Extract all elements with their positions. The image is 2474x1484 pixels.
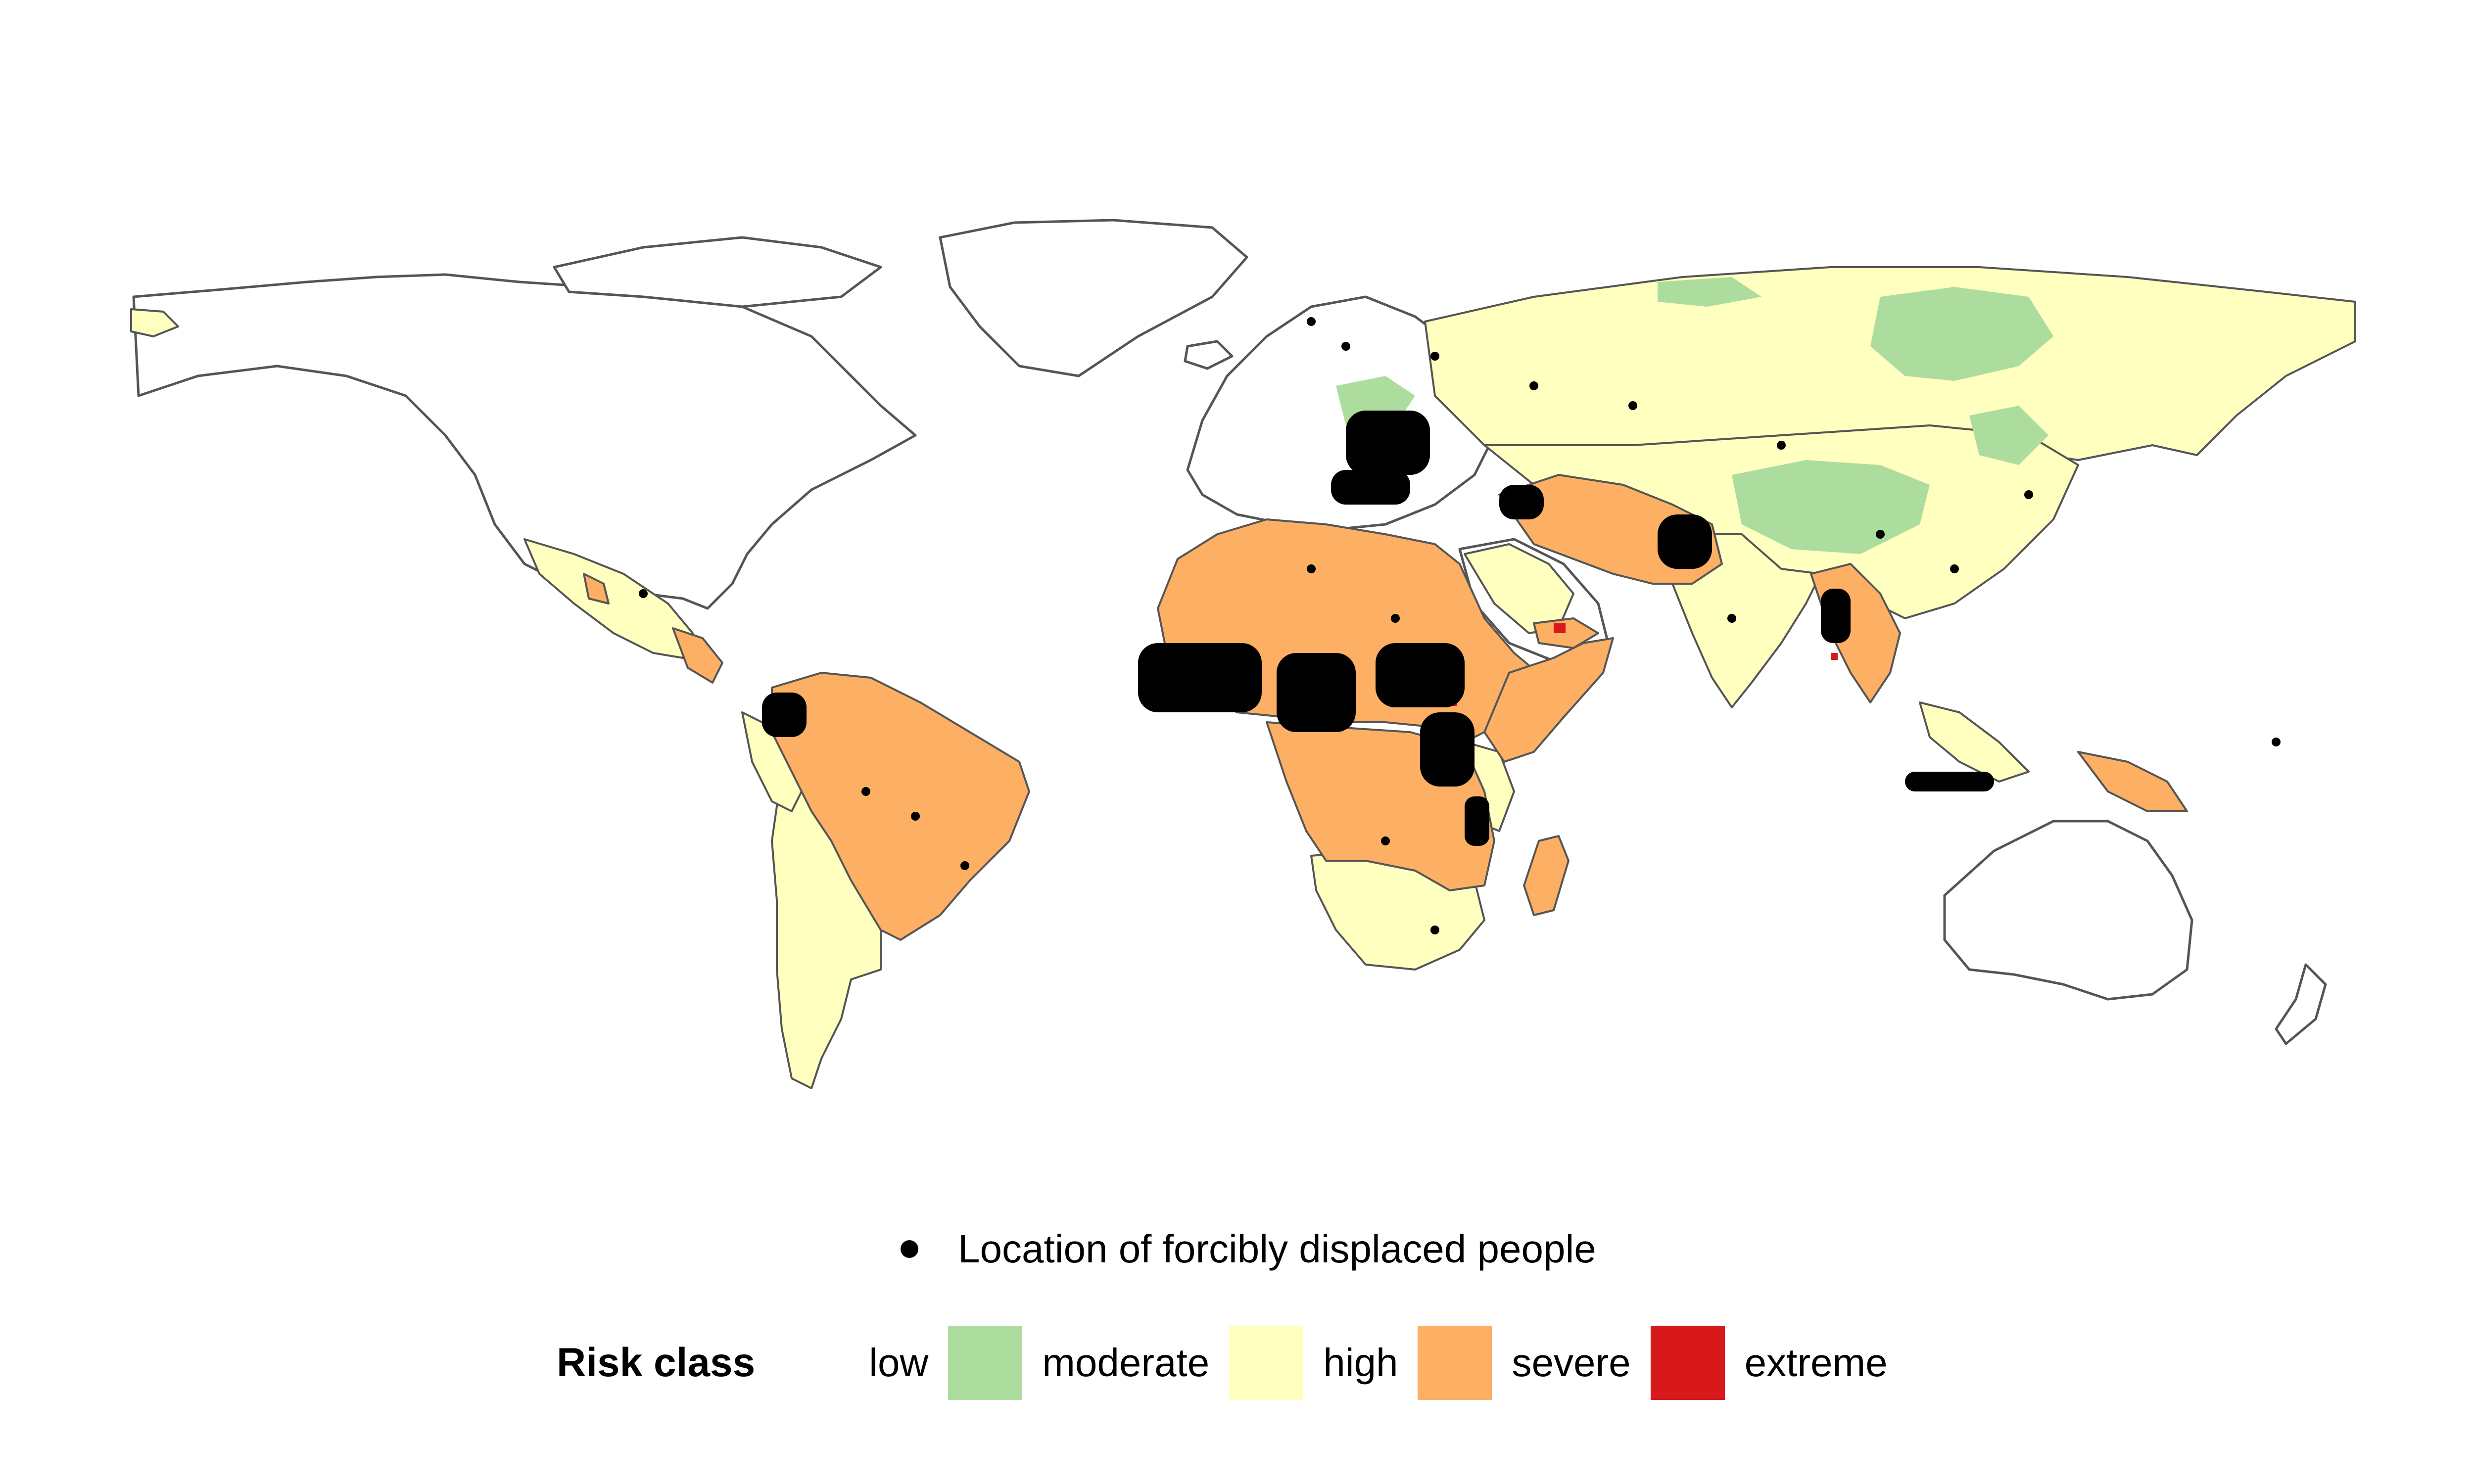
points-label: Location of forcibly displaced people <box>958 1227 1596 1271</box>
legend-risk-class: Risk class low moderate high severe extr… <box>557 1326 1888 1400</box>
point <box>639 589 648 598</box>
yemen-extreme <box>1554 623 1566 633</box>
risk-swatch-extreme <box>1650 1326 1725 1400</box>
point <box>1307 564 1316 573</box>
manchuria-moderate <box>1969 406 2048 465</box>
north-america-land <box>132 273 917 610</box>
point-cluster-colombia <box>762 693 807 737</box>
point <box>1777 441 1786 450</box>
india-high <box>1671 533 1822 708</box>
risk-moderate-areas <box>1336 277 2053 554</box>
point-cluster-drc <box>1420 712 1475 787</box>
point <box>2272 738 2281 746</box>
risk-swatch-severe <box>1418 1326 1492 1400</box>
displaced-people-points <box>639 317 2281 934</box>
risk-class-title: Risk class <box>557 1340 756 1385</box>
madagascar-severe <box>1523 835 1570 916</box>
risk-label-severe: severe <box>1512 1341 1631 1385</box>
point <box>1950 564 1959 573</box>
point <box>2024 490 2033 499</box>
risk-swatch-high <box>1229 1326 1304 1400</box>
point <box>1727 614 1736 623</box>
point <box>1430 352 1439 361</box>
point-cluster-syria <box>1499 485 1544 519</box>
myanmar-extreme <box>1831 653 1838 660</box>
point-cluster-myanmar <box>1821 589 1851 643</box>
arctic-islands <box>553 236 882 308</box>
arabia-high <box>1464 543 1574 634</box>
risk-label-high: high <box>1323 1341 1398 1385</box>
point-cluster-indonesia <box>1905 772 1994 791</box>
point-cluster-lake-chad <box>1277 653 1356 732</box>
greenland-land <box>939 219 1248 377</box>
point-cluster-sudan <box>1376 643 1465 707</box>
point <box>1529 381 1538 390</box>
point-cluster-pakistan <box>1658 514 1712 569</box>
point-swatch <box>901 1240 918 1258</box>
point <box>911 812 920 821</box>
point-cluster-ukraine <box>1346 411 1430 475</box>
point <box>1341 342 1350 351</box>
risk-label-extreme: extreme <box>1744 1341 1888 1385</box>
australia-land <box>1943 820 2193 1001</box>
point <box>1307 317 1316 326</box>
horn-africa-severe <box>1483 637 1614 763</box>
new-zealand-land <box>2275 963 2327 1045</box>
se-asia-high <box>1919 701 2030 783</box>
point <box>861 787 870 796</box>
point <box>1391 614 1400 623</box>
mexico-high <box>523 538 694 659</box>
central-america-severe <box>672 627 723 684</box>
point <box>1876 530 1885 539</box>
point-cluster-mozambique <box>1465 796 1489 846</box>
point <box>960 861 969 870</box>
alaska-high <box>130 308 179 337</box>
risk-label-low: low <box>869 1341 929 1385</box>
mexico-severe-spot <box>583 573 610 604</box>
risk-label-moderate: moderate <box>1042 1341 1210 1385</box>
risk-swatch-moderate <box>948 1326 1023 1400</box>
point-cluster-west-africa <box>1138 643 1262 712</box>
point <box>1381 836 1390 845</box>
brazil-severe <box>771 672 1030 941</box>
iceland-land <box>1184 340 1234 370</box>
point-cluster-balkans <box>1331 470 1410 505</box>
point <box>1430 926 1439 934</box>
yemen-severe <box>1533 617 1599 649</box>
north-russia-moderate <box>1658 277 1761 307</box>
legend-points: Location of forcibly displaced people <box>901 1222 1596 1276</box>
new-guinea-severe <box>2077 751 2188 812</box>
point <box>1628 401 1637 410</box>
siberia-moderate <box>1870 287 2053 381</box>
